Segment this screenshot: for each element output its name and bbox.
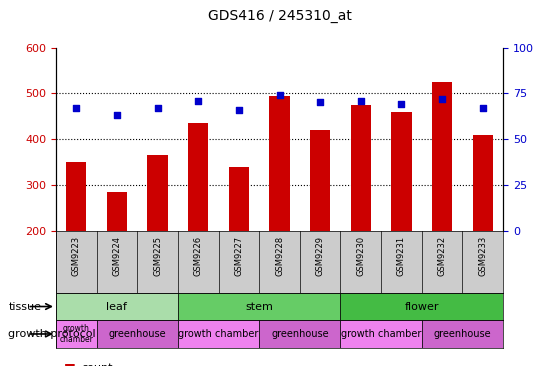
Bar (391, 112, 411, 231)
Point (234, 107, 243, 113)
Bar (310, 130, 330, 231)
Bar (340, 320, 422, 348)
Bar (340, 293, 503, 320)
Bar (66, 162, 87, 231)
Point (397, 101, 406, 107)
Point (356, 98, 365, 104)
Bar (97, 320, 178, 348)
Text: GSM9229: GSM9229 (316, 236, 325, 276)
Bar (229, 167, 249, 231)
Text: GSM9227: GSM9227 (234, 236, 243, 276)
Text: flower: flower (405, 302, 439, 311)
Text: count: count (81, 363, 112, 366)
Bar (269, 96, 290, 231)
Text: greenhouse: greenhouse (434, 329, 491, 339)
Point (153, 105, 162, 111)
Text: leaf: leaf (106, 302, 127, 311)
Bar (350, 105, 371, 231)
Point (316, 100, 325, 105)
Point (438, 96, 447, 102)
Text: greenhouse: greenhouse (271, 329, 329, 339)
Text: GSM9226: GSM9226 (193, 236, 203, 276)
Text: ■: ■ (64, 361, 76, 366)
Text: GSM9224: GSM9224 (112, 236, 121, 276)
Text: GSM9233: GSM9233 (479, 236, 487, 276)
Bar (188, 123, 209, 231)
Bar (56, 293, 178, 320)
Text: tissue: tissue (8, 302, 41, 311)
Text: GSM9230: GSM9230 (356, 236, 366, 276)
Bar (432, 82, 452, 231)
Text: GSM9225: GSM9225 (153, 236, 162, 276)
Text: growth protocol: growth protocol (8, 329, 96, 339)
Bar (107, 192, 127, 231)
Bar (472, 134, 493, 231)
Point (479, 105, 487, 111)
Text: GSM9232: GSM9232 (438, 236, 447, 276)
Point (275, 92, 284, 98)
Bar (422, 320, 503, 348)
Text: growth chamber: growth chamber (341, 329, 421, 339)
Bar (178, 293, 340, 320)
Text: GSM9231: GSM9231 (397, 236, 406, 276)
Text: greenhouse: greenhouse (108, 329, 166, 339)
Point (112, 112, 121, 118)
Point (194, 98, 203, 104)
Text: GSM9228: GSM9228 (275, 236, 284, 276)
Text: growth chamber: growth chamber (178, 329, 259, 339)
Bar (148, 155, 168, 231)
Text: growth
chamber: growth chamber (59, 324, 93, 344)
Point (72, 105, 80, 111)
Bar (259, 320, 340, 348)
Text: GSM9223: GSM9223 (72, 236, 80, 276)
Text: stem: stem (245, 302, 273, 311)
Bar (178, 320, 259, 348)
Text: GDS416 / 245310_at: GDS416 / 245310_at (207, 9, 352, 23)
Bar (56, 320, 97, 348)
